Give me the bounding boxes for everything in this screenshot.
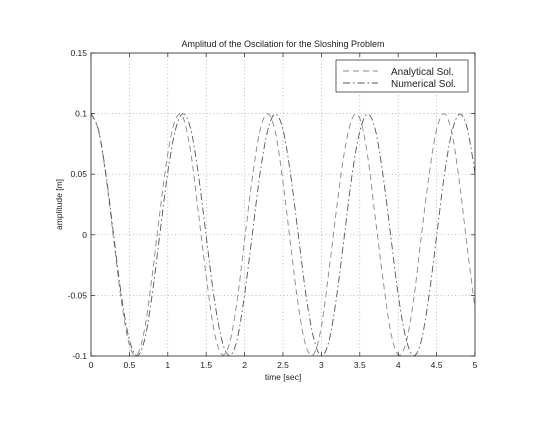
x-tick-label: 4.5 <box>431 360 443 370</box>
chart-title: Amplitud of the Oscilation for the Slosh… <box>181 39 384 49</box>
y-tick-label: 0 <box>82 230 87 240</box>
grid-lines <box>91 53 475 356</box>
x-tick-label: 5 <box>473 360 478 370</box>
x-tick-label: 1.5 <box>200 360 212 370</box>
series-lines <box>90 113 476 357</box>
legend-box <box>335 59 469 93</box>
x-tick-label: 2.5 <box>277 360 289 370</box>
series-line-analytical <box>90 113 476 356</box>
y-tick-label: -0.05 <box>68 290 88 300</box>
legend-label-numerical: Numerical Sol. <box>391 79 456 90</box>
y-tick-label: 0.05 <box>70 169 87 179</box>
x-tick-label: 4 <box>396 360 401 370</box>
legend-label-analytical: Analytical Sol. <box>391 67 454 78</box>
axis-ticks: 0 0.5 1 1.5 2 2.5 3 3.5 4 4.5 5 -0.1 -0.05 0 0.05 0.1 0.… <box>68 48 478 370</box>
series-line-numerical <box>90 113 476 357</box>
y-axis-label: amplitude [m] <box>54 179 64 230</box>
x-tick-label: 0 <box>89 360 94 370</box>
legend: Analytical Sol. Numerical Sol. <box>335 59 469 93</box>
x-tick-label: 0.5 <box>123 360 135 370</box>
x-tick-label: 3.5 <box>354 360 366 370</box>
x-axis-label: time [sec] <box>265 372 301 382</box>
y-tick-label: -0.1 <box>72 351 87 361</box>
y-tick-label: 0.1 <box>75 109 87 119</box>
y-tick-label: 0.15 <box>70 48 87 58</box>
x-tick-label: 3 <box>319 360 324 370</box>
x-tick-label: 2 <box>242 360 247 370</box>
x-tick-label: 1 <box>165 360 170 370</box>
